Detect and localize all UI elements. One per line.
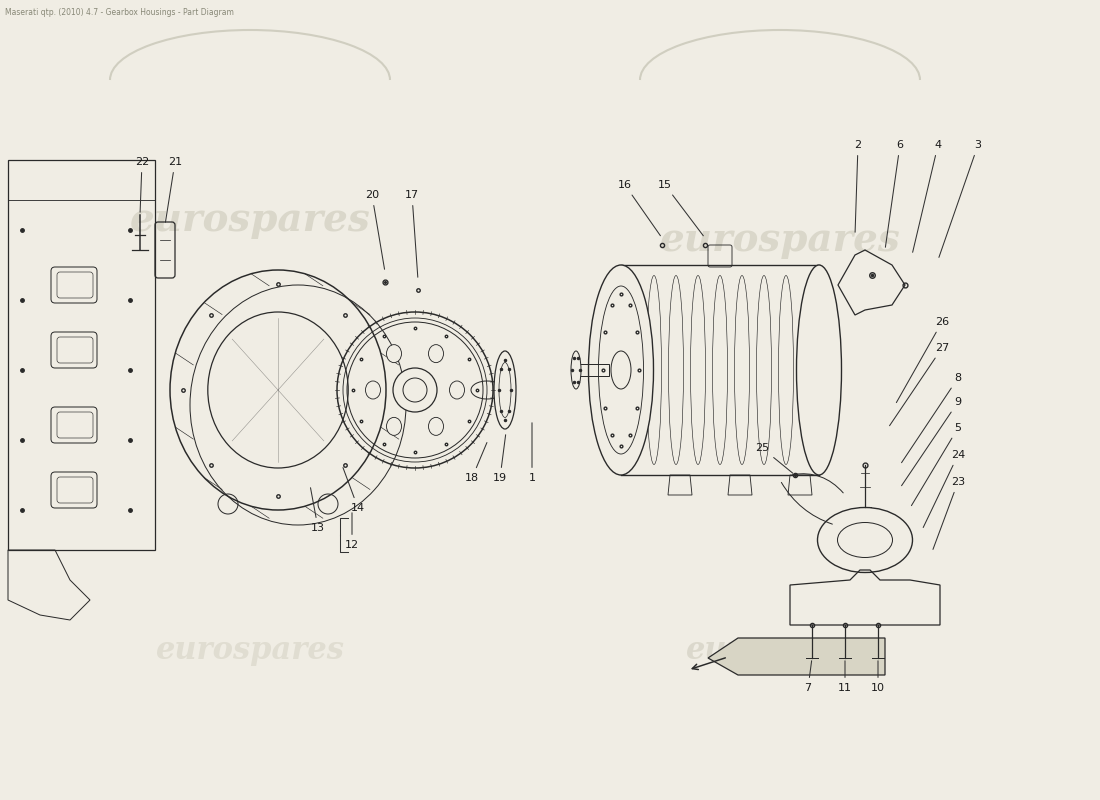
Text: eurospares: eurospares — [130, 201, 371, 239]
Text: 4: 4 — [913, 140, 942, 252]
Text: 10: 10 — [871, 661, 886, 693]
Text: 6: 6 — [886, 140, 903, 247]
Ellipse shape — [386, 345, 402, 362]
Text: 11: 11 — [838, 661, 853, 693]
Ellipse shape — [571, 351, 581, 389]
Text: 18: 18 — [465, 442, 487, 483]
Text: 15: 15 — [658, 180, 703, 236]
Text: 7: 7 — [804, 661, 812, 693]
Ellipse shape — [796, 265, 842, 475]
Text: 20: 20 — [365, 190, 385, 270]
Text: 17: 17 — [405, 190, 419, 278]
Text: 22: 22 — [135, 157, 150, 212]
Text: eurospares: eurospares — [660, 221, 901, 259]
Ellipse shape — [429, 418, 443, 435]
Ellipse shape — [471, 381, 503, 399]
Ellipse shape — [365, 381, 381, 399]
Ellipse shape — [494, 351, 516, 429]
Ellipse shape — [208, 312, 349, 468]
Text: 9: 9 — [902, 397, 961, 486]
Text: 1: 1 — [528, 422, 536, 483]
Text: 21: 21 — [165, 157, 183, 222]
Text: 2: 2 — [855, 140, 861, 232]
Ellipse shape — [429, 345, 443, 362]
Ellipse shape — [450, 381, 464, 399]
Text: 26: 26 — [896, 317, 949, 402]
Text: 23: 23 — [933, 477, 965, 550]
Text: 13: 13 — [310, 488, 324, 533]
Ellipse shape — [588, 265, 653, 475]
Text: 27: 27 — [890, 343, 949, 426]
Ellipse shape — [610, 351, 631, 389]
Text: Maserati qtp. (2010) 4.7 - Gearbox Housings - Part Diagram: Maserati qtp. (2010) 4.7 - Gearbox Housi… — [6, 8, 234, 17]
Text: 19: 19 — [493, 434, 507, 483]
Text: eurospares: eurospares — [155, 634, 344, 666]
Text: eurospares: eurospares — [685, 634, 874, 666]
Text: 25: 25 — [755, 443, 793, 474]
Text: 24: 24 — [923, 450, 965, 527]
Text: 12: 12 — [345, 513, 359, 550]
Polygon shape — [708, 638, 886, 675]
Text: 14: 14 — [343, 468, 365, 513]
Circle shape — [393, 368, 437, 412]
Text: 3: 3 — [939, 140, 981, 258]
Text: 8: 8 — [902, 373, 961, 462]
Text: 16: 16 — [618, 180, 660, 236]
Ellipse shape — [386, 418, 402, 435]
Text: 5: 5 — [912, 423, 961, 506]
